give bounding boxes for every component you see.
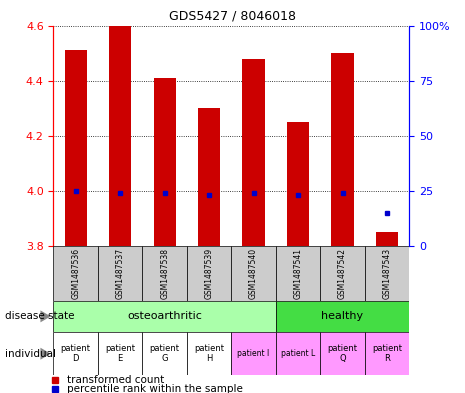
Text: GDS5427 / 8046018: GDS5427 / 8046018 (169, 10, 296, 23)
Text: patient
E: patient E (105, 344, 135, 364)
Bar (276, 301, 409, 332)
Text: patient L: patient L (281, 349, 315, 358)
Bar (320, 246, 365, 301)
Bar (153, 78, 176, 246)
Bar (109, 26, 131, 246)
Bar (53, 301, 276, 332)
Bar (276, 332, 320, 375)
Text: GSM1487536: GSM1487536 (71, 248, 80, 299)
Bar (232, 332, 276, 375)
Text: patient
Q: patient Q (327, 344, 358, 364)
Bar (287, 122, 309, 246)
Bar (365, 246, 409, 301)
Text: transformed count: transformed count (67, 375, 164, 385)
Bar (276, 246, 320, 301)
Bar (53, 332, 98, 375)
Bar (53, 246, 98, 301)
Text: percentile rank within the sample: percentile rank within the sample (67, 384, 243, 393)
Text: patient
D: patient D (61, 344, 91, 364)
Text: GSM1487537: GSM1487537 (116, 248, 125, 299)
Bar (376, 232, 398, 246)
Text: GSM1487540: GSM1487540 (249, 248, 258, 299)
Bar (365, 332, 409, 375)
Text: GSM1487542: GSM1487542 (338, 248, 347, 299)
Bar (232, 246, 276, 301)
Text: GSM1487539: GSM1487539 (205, 248, 213, 299)
Text: patient I: patient I (238, 349, 270, 358)
Text: GSM1487538: GSM1487538 (160, 248, 169, 299)
Bar (98, 332, 142, 375)
Text: healthy: healthy (321, 311, 364, 321)
Polygon shape (40, 348, 51, 360)
Text: patient
R: patient R (372, 344, 402, 364)
Bar (142, 332, 187, 375)
Text: individual: individual (5, 349, 56, 359)
Bar (142, 246, 187, 301)
Text: patient
G: patient G (150, 344, 179, 364)
Text: disease state: disease state (5, 311, 74, 321)
Bar (98, 246, 142, 301)
Bar (187, 246, 232, 301)
Bar (332, 53, 353, 246)
Polygon shape (40, 310, 51, 322)
Bar (198, 108, 220, 246)
Bar (242, 59, 265, 246)
Text: osteoarthritic: osteoarthritic (127, 311, 202, 321)
Bar (187, 332, 232, 375)
Bar (65, 50, 87, 246)
Text: patient
H: patient H (194, 344, 224, 364)
Text: GSM1487541: GSM1487541 (293, 248, 303, 299)
Text: GSM1487543: GSM1487543 (383, 248, 392, 299)
Bar (320, 332, 365, 375)
